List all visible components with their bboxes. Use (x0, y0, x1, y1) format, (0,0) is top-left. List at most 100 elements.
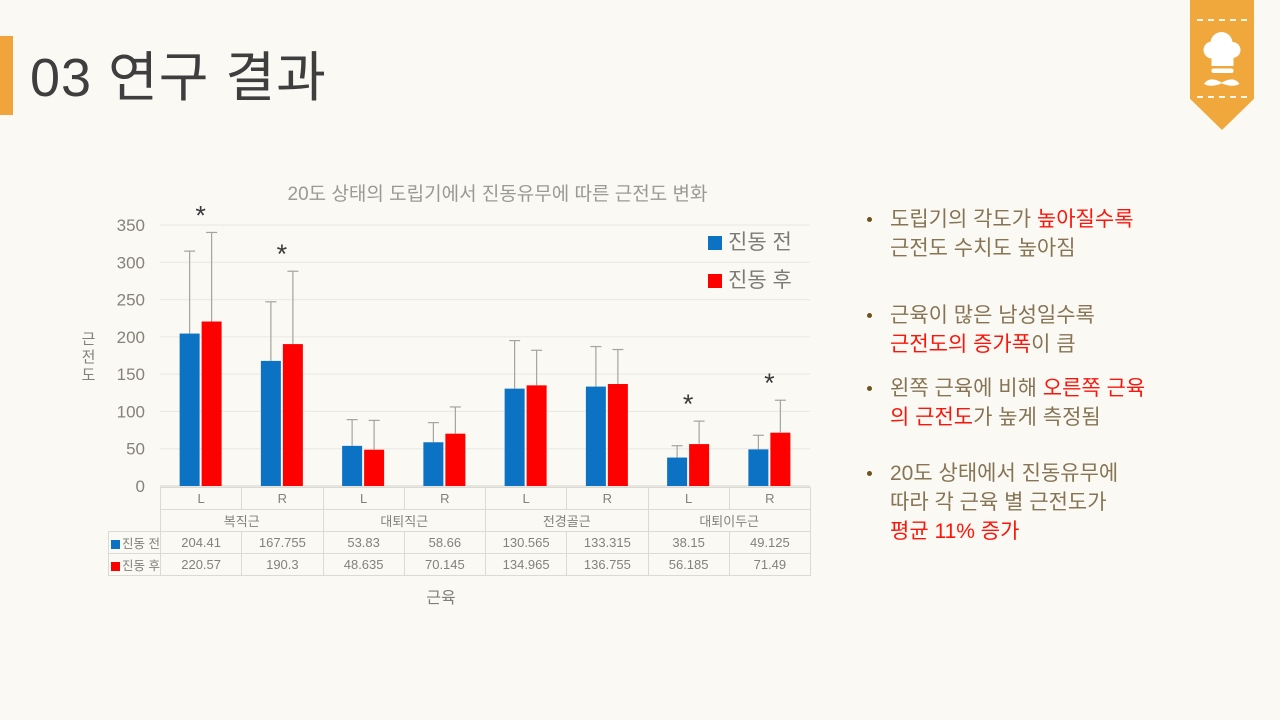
muscle-group-label: 대퇴직근 (322, 509, 486, 532)
bar (607, 384, 628, 486)
highlight-text: 의 근전도 (890, 406, 974, 429)
y-tick-label: 0 (136, 477, 145, 496)
value-cell: 56.185 (647, 553, 730, 576)
body-text: 근육이 많은 남성일수록 (890, 304, 1095, 327)
body-text: 근전도 수치도 높아짐 (890, 237, 1076, 260)
muscle-group-label: 복직근 (160, 509, 324, 532)
side-label: L (322, 487, 405, 510)
y-tick-label: 200 (117, 328, 145, 347)
bar (585, 386, 606, 486)
emg-bar-chart: 0 50 100 150 200 250 300 350 * * * * 진동 전진동 후 (117, 200, 810, 496)
y-tick-label: 300 (117, 253, 145, 272)
value-cell: 48.635 (322, 553, 405, 576)
title-accent-bar (0, 36, 13, 115)
value-cell: 58.66 (403, 531, 487, 554)
value-cell: 71.49 (728, 553, 812, 576)
bar (748, 449, 769, 486)
significance-asterisk: * (195, 200, 206, 230)
value-cell: 53.83 (322, 531, 405, 554)
bar (260, 360, 281, 486)
significance-asterisk: * (764, 368, 775, 398)
table-row-series: 진동 전 204.41 167.755 53.83 58.66 130.565 133.31… (108, 531, 812, 554)
table-row-series: 진동 후 220.57 190.3 48.635 70.145 134.965 136.75… (108, 553, 812, 576)
bar (423, 442, 444, 486)
bullet-item: 왼쪽 근육에 비해 오른쪽 근육 의 근전도가 높게 측정됨 (858, 374, 1208, 432)
series-key: 진동 전 (108, 531, 161, 554)
body-text: 20도 상태에서 진동유무에 (890, 462, 1119, 485)
value-cell: 70.145 (403, 553, 487, 576)
value-cell: 167.755 (241, 531, 324, 554)
value-cell: 190.3 (241, 553, 324, 576)
bullet-line: 20도 상태에서 진동유무에 (890, 459, 1208, 488)
legend-swatch (708, 236, 722, 250)
legend-label: 진동 전 (728, 231, 792, 254)
value-cell: 49.125 (728, 531, 812, 554)
chef-hat-and-mustache-icon (1203, 32, 1241, 86)
bookmark-ribbon (1190, 0, 1254, 130)
x-axis-title: 근육 (426, 590, 456, 607)
muscle-group-label: 대퇴이두근 (647, 509, 811, 532)
body-text: 가 높게 측정됨 (973, 406, 1101, 429)
body-text: 따라 각 근육 별 근전도가 (890, 491, 1107, 514)
bar (342, 445, 363, 486)
bar (179, 333, 200, 486)
significance-asterisk: * (683, 389, 694, 419)
legend-swatch (708, 274, 722, 288)
highlight-text: 높아질수록 (1036, 208, 1134, 231)
bullet-line: 평균 11% 증가 (890, 517, 1208, 546)
bar (689, 444, 710, 486)
value-cell: 136.755 (566, 553, 649, 576)
muscle-group-label: 전경골근 (485, 509, 649, 532)
side-label: R (728, 487, 812, 510)
table-corner (109, 488, 161, 510)
side-label: L (647, 487, 730, 510)
y-tick-label: 350 (117, 216, 145, 235)
value-cell: 220.57 (159, 553, 243, 576)
side-label: L (484, 487, 568, 510)
body-text: 왼쪽 근육에 비해 (890, 377, 1043, 400)
page-title: 03 연구 결과 (30, 48, 327, 108)
y-tick-label: 250 (117, 291, 145, 310)
bar (526, 385, 547, 486)
bullet-line: 도립기의 각도가 높아질수록 (890, 205, 1208, 234)
bullet-line: 근전도의 증가폭이 큼 (890, 330, 1208, 359)
bar (364, 449, 385, 486)
significance-asterisk: * (277, 239, 288, 269)
bullet-line: 의 근전도가 높게 측정됨 (890, 403, 1208, 432)
bullet-line: 근전도 수치도 높아짐 (890, 234, 1208, 263)
chart-data-table: L R L R L R L R 복직근 대퇴직근 전경골근 대퇴이두근 진동 전 204.41 167.75… (108, 487, 812, 576)
chart-title: 20도 상태의 도립기에서 진동유무에 따른 근전도 변화 (287, 184, 708, 205)
side-label: L (159, 487, 243, 510)
legend-label: 진동 후 (728, 269, 792, 292)
y-tick-label: 100 (117, 402, 145, 421)
series-key: 진동 후 (108, 553, 161, 576)
table-row-groups: 복직근 대퇴직근 전경골근 대퇴이두근 (109, 509, 811, 532)
value-cell: 38.15 (647, 531, 730, 554)
value-cell: 204.41 (159, 531, 243, 554)
value-cell: 130.565 (484, 531, 568, 554)
y-tick-label: 50 (126, 440, 145, 459)
body-text: 도립기의 각도가 (890, 208, 1037, 231)
side-label: R (566, 487, 649, 510)
bar (770, 432, 791, 486)
highlight-text: 평균 11% 증가 (890, 520, 1020, 543)
value-cell: 133.315 (566, 531, 649, 554)
series-key-swatch (111, 562, 120, 571)
side-label: R (241, 487, 324, 510)
ribbon-dashed-line (1197, 96, 1247, 98)
y-tick-label: 150 (117, 365, 145, 384)
bullet-line: 왼쪽 근육에 비해 오른쪽 근육 (890, 374, 1208, 403)
value-cell: 134.965 (484, 553, 568, 576)
table-corner (109, 510, 161, 532)
bar (504, 388, 525, 486)
body-text: 이 큼 (1031, 333, 1076, 356)
bullet-item: 근육이 많은 남성일수록 근전도의 증가폭이 큼 (858, 301, 1208, 359)
bullet-line: 따라 각 근육 별 근전도가 (890, 488, 1208, 517)
highlight-text: 오른쪽 근육 (1042, 377, 1146, 400)
bullet-line: 근육이 많은 남성일수록 (890, 301, 1208, 330)
y-axis-title: 근전도 (79, 331, 96, 385)
